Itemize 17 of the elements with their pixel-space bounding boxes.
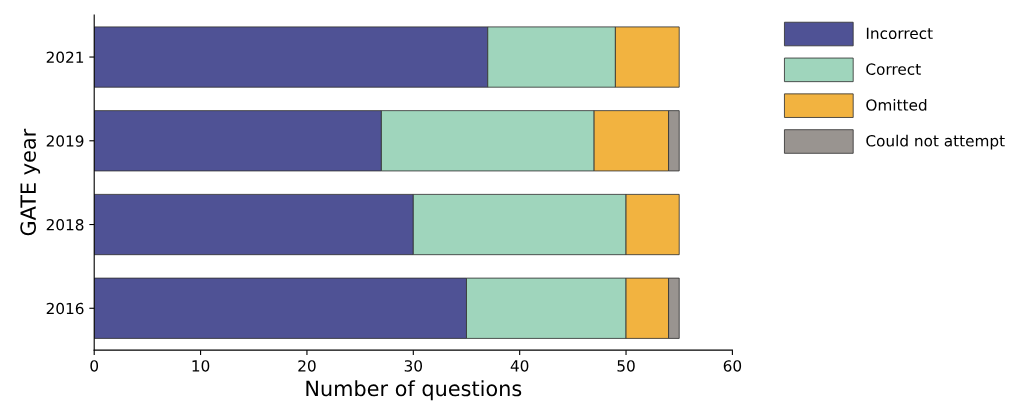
x-tick-label: 60	[723, 360, 742, 372]
y-tick-label: 2019	[46, 135, 84, 147]
x-axis-title: Number of questions	[306, 380, 522, 401]
x-tick-label: 0	[90, 360, 99, 372]
x-tick-label: 10	[192, 360, 210, 372]
y-axis-title: GATE year	[20, 128, 41, 236]
legend-label: Correct	[866, 63, 921, 75]
x-tick-label: 50	[617, 360, 635, 372]
x-tick-label: 40	[510, 360, 529, 372]
y-tick-label: 2016	[46, 302, 84, 315]
x-tick-label: 30	[404, 360, 423, 372]
legend-label: Omitted	[866, 98, 927, 111]
x-tick-label: 20	[298, 360, 316, 372]
legend-label: Could not attempt	[866, 134, 1005, 150]
legend-label: Incorrect	[866, 27, 933, 40]
y-tick-label: 2018	[46, 218, 84, 231]
y-tick-label: 2021	[46, 51, 84, 64]
